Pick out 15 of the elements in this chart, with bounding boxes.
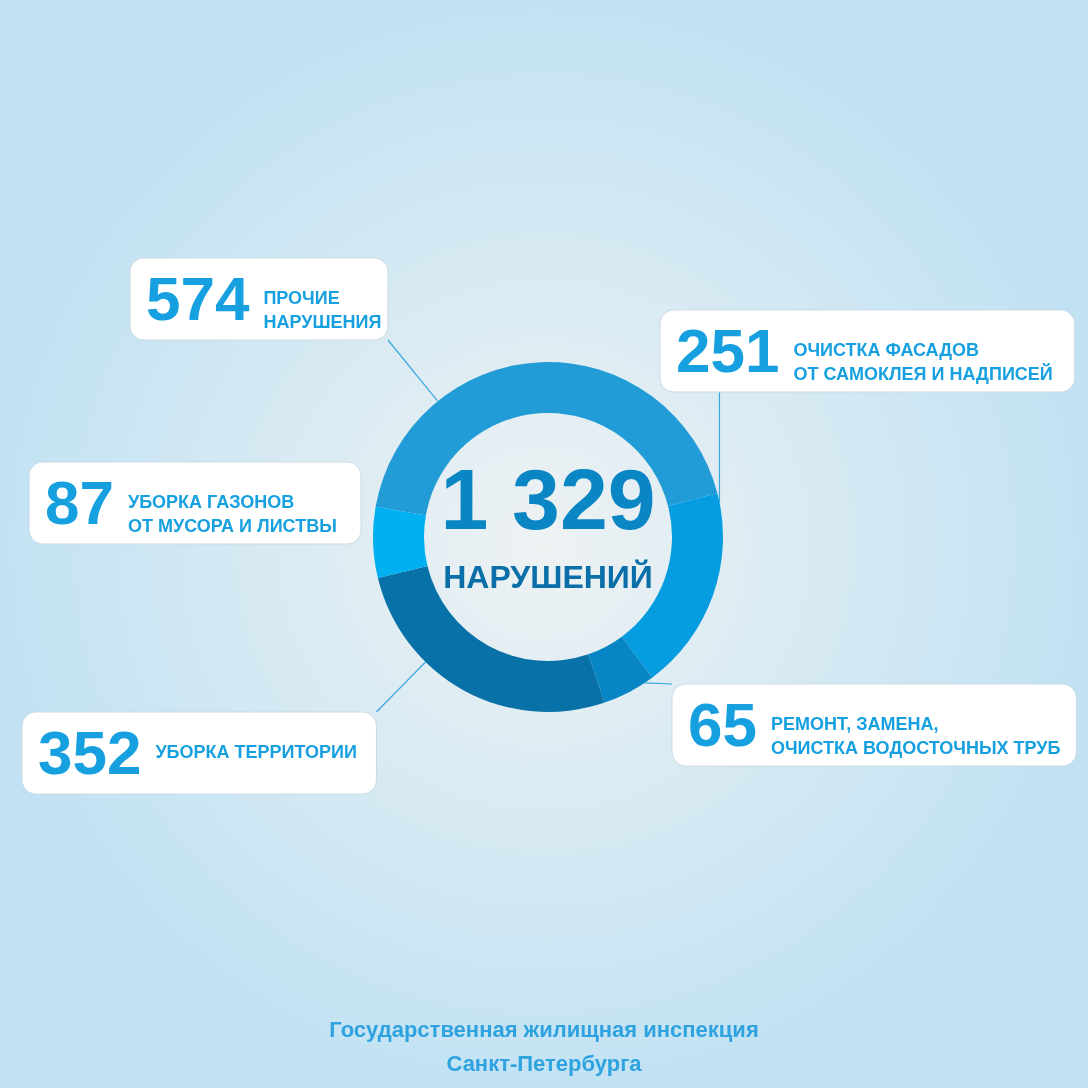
data-label: 251 — [676, 316, 780, 385]
text: НАРУШЕНИЙ — [443, 559, 653, 595]
donut-slice — [588, 636, 653, 703]
donut-slice — [373, 506, 428, 579]
data-label: 65 — [688, 690, 757, 759]
slice-label: РЕМОНТ, ЗАМЕНА, ОЧИСТКА ВОДОСТОЧНЫХ ТРУБ — [770, 714, 1061, 758]
data-label: 87 — [45, 468, 114, 537]
data-label: 574 — [146, 264, 250, 333]
data-label: 352 — [38, 718, 142, 787]
text: Государственная жилищная инспекция Санкт-Петербурга — [329, 1017, 759, 1076]
slice-label: УБОРКА ТЕРРИТОРИИ — [155, 742, 357, 762]
slice-label: ПРОЧИЕ НАРУШЕНИЯ — [263, 288, 382, 332]
text: 1 329 — [440, 451, 656, 547]
slice-label: УБОРКА ГАЗОНОВ ОТ МУСОРА И ЛИСТВЫ — [127, 492, 337, 536]
slice-label: ОЧИСТКА ФАСАДОВ ОТ САМОКЛЕЯ И НАДПИСЕЙ — [793, 340, 1053, 384]
